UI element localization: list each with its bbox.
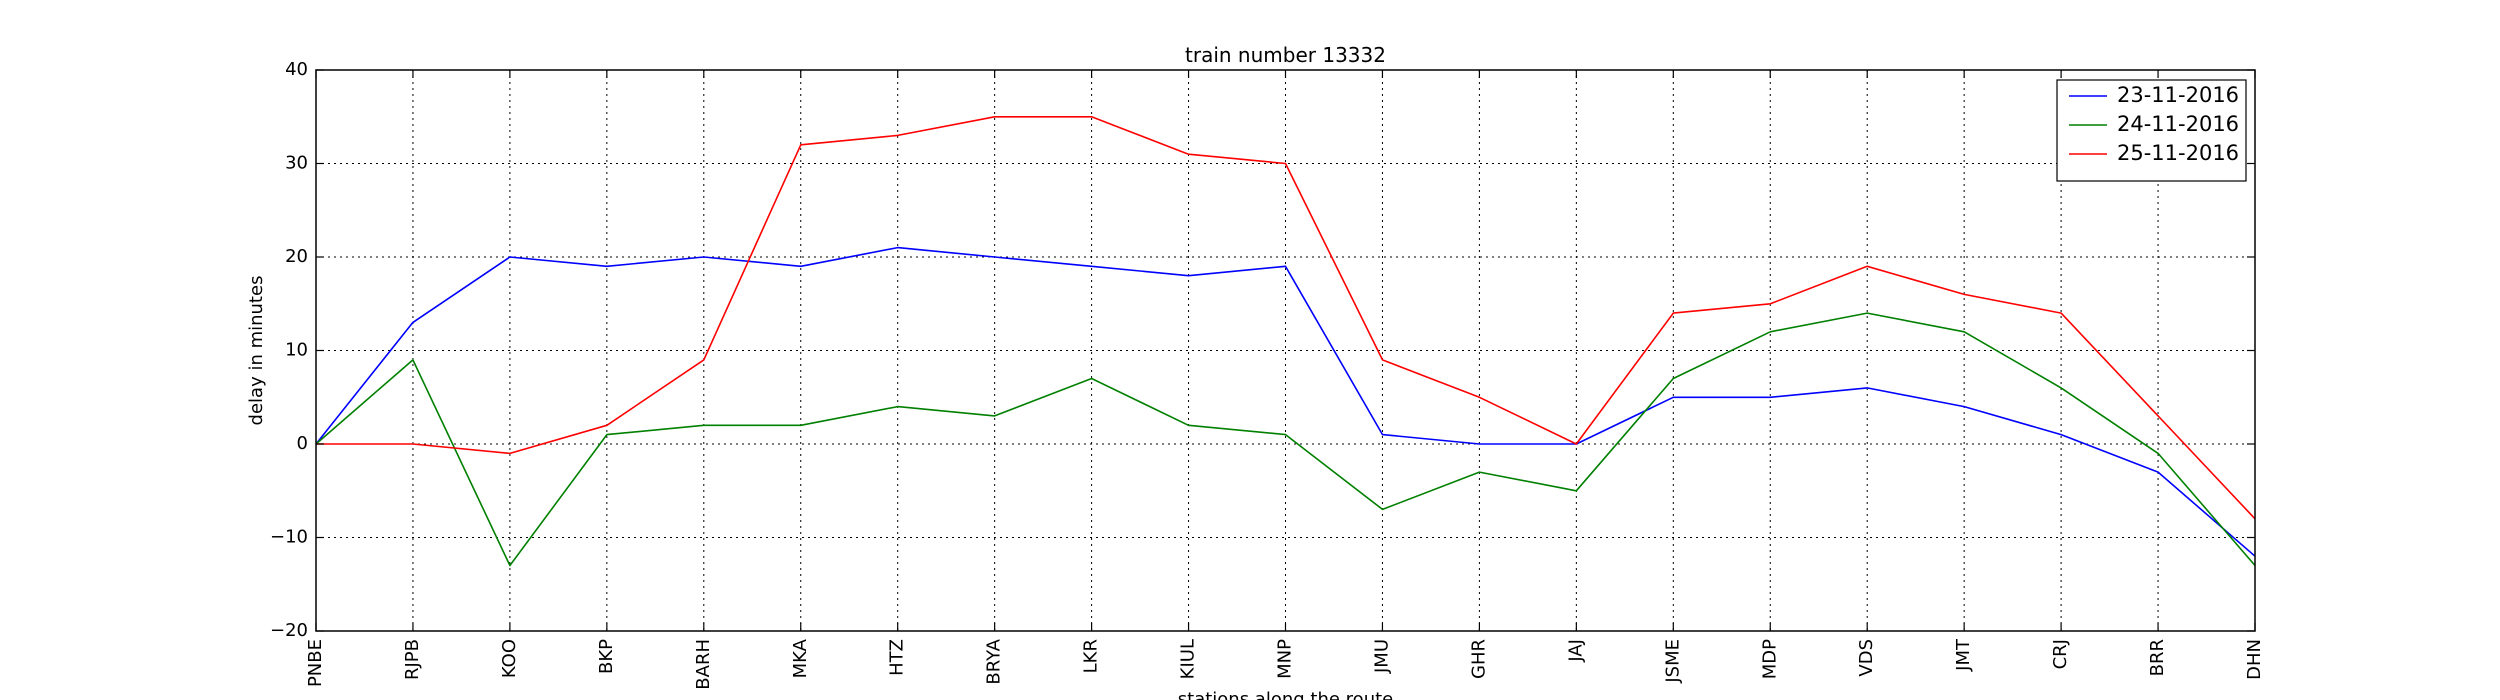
x-tick-label: MDP <box>1759 639 1780 679</box>
x-tick-label: DHN <box>2244 639 2265 680</box>
y-tick-label: −20 <box>270 620 308 641</box>
x-tick-label: KIUL <box>1178 639 1199 679</box>
y-tick-label: 30 <box>285 153 308 174</box>
y-tick-label: −10 <box>270 527 308 548</box>
x-tick-label: JMT <box>1953 638 1974 672</box>
x-tick-label: JAJ <box>1565 639 1586 663</box>
x-tick-label: BARH <box>693 639 714 690</box>
x-tick-label: JSME <box>1662 639 1683 684</box>
y-tick-label: 20 <box>285 246 308 267</box>
x-tick-label: CRJ <box>2050 639 2071 669</box>
series-line-23-11-2016 <box>315 246 2256 557</box>
grid <box>315 70 2256 631</box>
chart-title: train number 13332 <box>1185 43 1386 67</box>
x-tick-label: GHR <box>1468 639 1489 679</box>
x-axis-label: stations along the route <box>1178 689 1393 700</box>
y-tick-label: 10 <box>285 340 308 361</box>
x-tick-label: RJPB <box>402 639 423 680</box>
legend: 23-11-2016 24-11-2016 25-11-2016 <box>2056 79 2247 182</box>
x-tick-label: VDS <box>1856 639 1877 677</box>
x-tick-label: MNP <box>1275 639 1296 679</box>
legend-box <box>2056 79 2247 182</box>
y-tick-label: 40 <box>285 59 308 80</box>
x-tick-label: PNBE <box>305 639 326 687</box>
series-line-24-11-2016 <box>315 312 2256 567</box>
x-tick-label: JMU <box>1371 639 1392 674</box>
x-tick-label: BRYA <box>984 638 1005 684</box>
x-tick-label: HTZ <box>887 639 908 676</box>
legend-label: 24-11-2016 <box>2117 112 2239 136</box>
x-tick-label: LKR <box>1081 639 1102 673</box>
ticks: PNBE RJPB KOO BKP BARH MKA HTZ BRYA LKR KIUL MNP JM… <box>270 59 2265 690</box>
legend-label: 23-11-2016 <box>2117 83 2239 107</box>
legend-label: 25-11-2016 <box>2117 141 2239 165</box>
series-lines <box>315 116 2256 567</box>
series-line-25-11-2016 <box>316 116 2256 520</box>
y-axis-label: delay in minutes <box>246 276 267 426</box>
x-tick-label: BRR <box>2147 639 2168 676</box>
x-tick-label: BKP <box>596 639 617 674</box>
y-tick-label: 0 <box>297 433 308 454</box>
x-tick-label: MKA <box>790 638 811 678</box>
x-tick-label: KOO <box>499 639 520 678</box>
